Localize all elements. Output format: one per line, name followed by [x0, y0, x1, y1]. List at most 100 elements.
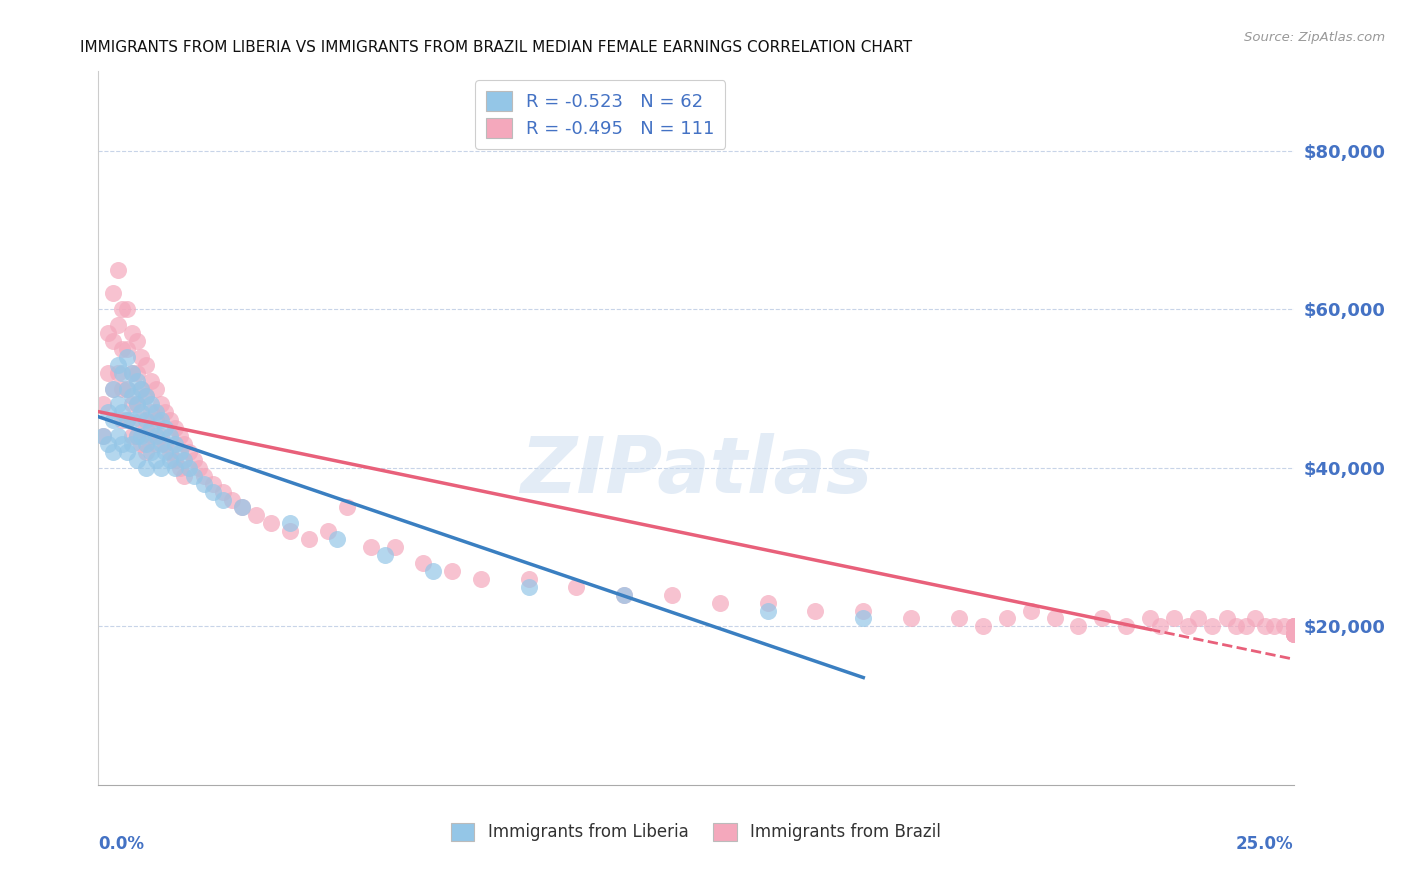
Point: [121, 413, 143, 427]
Point: [145, 413, 167, 427]
Point: [135, 460, 157, 475]
Point: [91, 429, 114, 443]
Point: [1282, 627, 1305, 641]
Point: [107, 397, 129, 411]
Point: [441, 564, 464, 578]
Point: [900, 611, 922, 625]
Point: [1149, 619, 1171, 633]
Point: [131, 350, 153, 364]
Point: [101, 286, 124, 301]
Point: [111, 302, 134, 317]
Point: [107, 358, 129, 372]
Point: [91, 429, 114, 443]
Point: [1254, 619, 1277, 633]
Point: [336, 500, 359, 515]
Point: [125, 397, 148, 411]
Point: [709, 596, 731, 610]
Point: [115, 382, 138, 396]
Point: [1177, 619, 1199, 633]
Point: [145, 437, 167, 451]
Point: [121, 366, 143, 380]
Point: [115, 302, 138, 317]
Point: [139, 445, 162, 459]
Point: [422, 564, 444, 578]
Point: [1282, 619, 1305, 633]
Point: [183, 468, 205, 483]
Point: [1163, 611, 1185, 625]
Point: [125, 429, 148, 443]
Point: [111, 437, 134, 451]
Point: [374, 548, 396, 562]
Point: [179, 460, 201, 475]
Point: [149, 397, 172, 411]
Point: [211, 492, 233, 507]
Point: [115, 445, 138, 459]
Point: [135, 413, 157, 427]
Point: [111, 366, 134, 380]
Point: [231, 500, 253, 515]
Point: [972, 619, 994, 633]
Point: [139, 397, 162, 411]
Point: [1225, 619, 1247, 633]
Point: [412, 556, 434, 570]
Point: [111, 405, 134, 419]
Point: [115, 413, 138, 427]
Point: [169, 460, 191, 475]
Point: [470, 572, 492, 586]
Point: [155, 445, 177, 459]
Point: [804, 603, 827, 617]
Point: [1282, 627, 1305, 641]
Point: [1115, 619, 1137, 633]
Point: [1272, 619, 1295, 633]
Text: 25.0%: 25.0%: [1236, 835, 1294, 853]
Point: [135, 421, 157, 435]
Point: [121, 397, 143, 411]
Point: [1282, 627, 1305, 641]
Point: [1282, 627, 1305, 641]
Point: [145, 429, 167, 443]
Point: [756, 603, 779, 617]
Point: [101, 334, 124, 348]
Point: [115, 413, 138, 427]
Point: [1043, 611, 1066, 625]
Point: [97, 366, 120, 380]
Point: [193, 468, 215, 483]
Point: [1215, 611, 1237, 625]
Point: [159, 453, 181, 467]
Point: [1282, 619, 1305, 633]
Point: [1201, 619, 1223, 633]
Point: [1282, 619, 1305, 633]
Point: [97, 405, 120, 419]
Text: 0.0%: 0.0%: [98, 835, 145, 853]
Point: [111, 342, 134, 356]
Point: [326, 532, 349, 546]
Point: [97, 326, 120, 340]
Point: [1187, 611, 1209, 625]
Point: [211, 484, 233, 499]
Point: [183, 453, 205, 467]
Point: [1263, 619, 1285, 633]
Point: [121, 366, 143, 380]
Point: [111, 382, 134, 396]
Point: [948, 611, 970, 625]
Point: [149, 429, 172, 443]
Legend: Immigrants from Liberia, Immigrants from Brazil: Immigrants from Liberia, Immigrants from…: [444, 816, 948, 848]
Point: [1234, 619, 1257, 633]
Point: [278, 524, 301, 539]
Point: [169, 429, 191, 443]
Point: [756, 596, 779, 610]
Point: [125, 366, 148, 380]
Point: [173, 453, 195, 467]
Point: [125, 374, 148, 388]
Point: [173, 468, 195, 483]
Point: [187, 460, 209, 475]
Point: [231, 500, 253, 515]
Point: [155, 405, 177, 419]
Point: [125, 429, 148, 443]
Point: [155, 421, 177, 435]
Point: [121, 437, 143, 451]
Point: [1067, 619, 1090, 633]
Point: [131, 413, 153, 427]
Point: [139, 374, 162, 388]
Point: [131, 382, 153, 396]
